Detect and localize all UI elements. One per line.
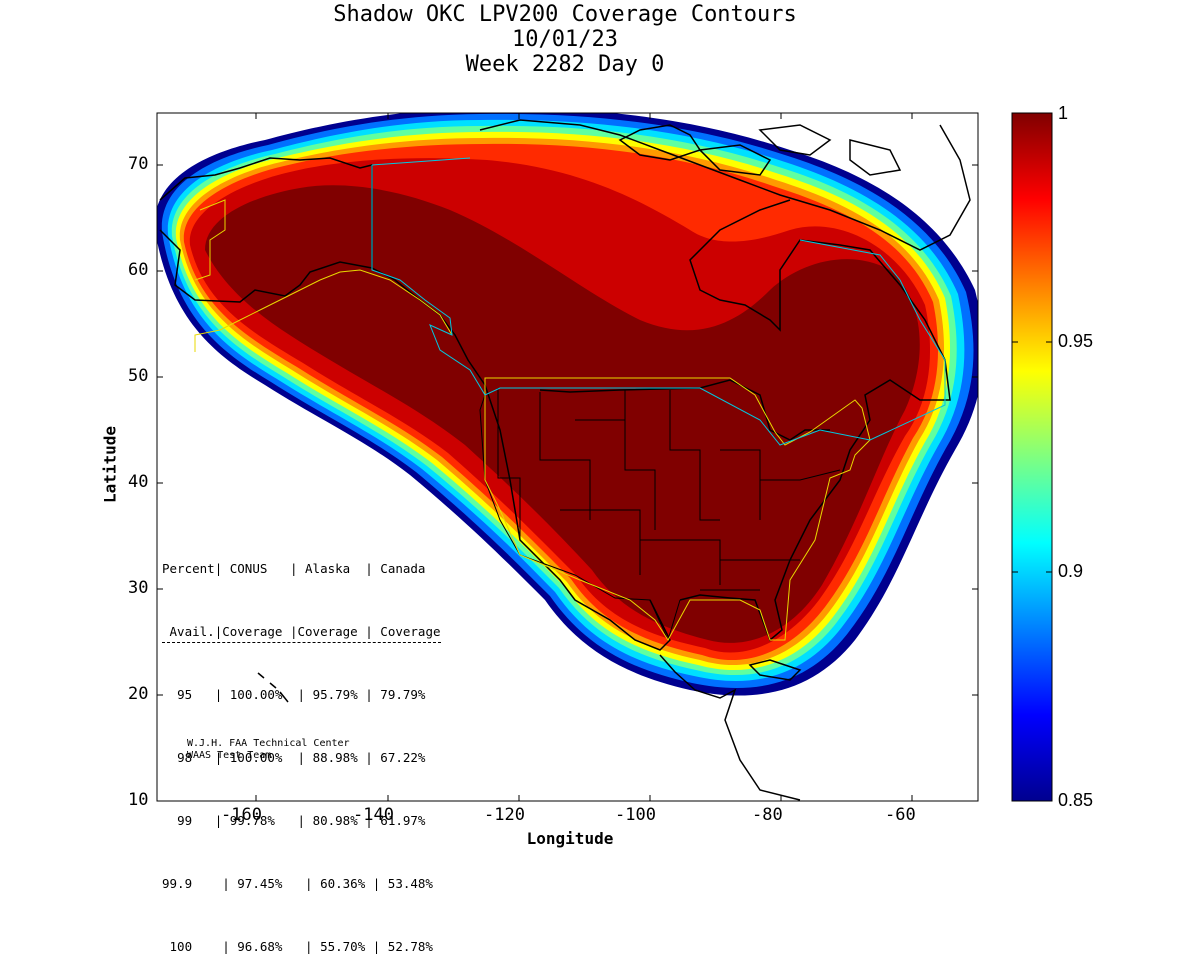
x-tick-label: -160	[221, 805, 262, 825]
header-cell: Canada	[380, 561, 426, 576]
header-cell: Avail.	[169, 624, 215, 639]
x-tick-label: -80	[752, 805, 783, 825]
x-axis-label: Longitude	[526, 829, 614, 848]
coverage-contours	[157, 113, 978, 801]
table-row: 100 | 96.68% | 55.70% | 52.78%	[169, 939, 433, 954]
y-axis-label: Latitude	[100, 425, 120, 504]
axis-ticks	[157, 113, 978, 802]
y-tick-label: 10	[128, 790, 149, 810]
plot-frame	[156, 112, 979, 802]
colorbar-label: 0.95	[1058, 331, 1094, 351]
header-cell: Percent	[162, 561, 215, 576]
coverage-map	[156, 112, 1053, 802]
x-tick-label: -140	[353, 805, 394, 825]
table-row: 95 | 100.00% | 95.79% | 79.79%	[177, 687, 426, 702]
colorbar-label-max: 1	[1058, 103, 1069, 123]
y-tick-label: 70	[128, 154, 149, 174]
coastlines	[159, 119, 971, 801]
chart-date: 10/01/23	[512, 27, 618, 52]
alaska-conus-outline	[194, 199, 871, 641]
header-cell: Alaska	[305, 561, 351, 576]
table-header-row: Avail.|Coverage |Coverage | Coverage	[162, 621, 441, 643]
y-tick-label: 30	[128, 578, 149, 598]
y-tick-label: 50	[128, 366, 149, 386]
header-cell: Coverage	[222, 624, 283, 639]
table-row: 99.9 | 97.45% | 60.36% | 53.48%	[162, 876, 433, 891]
table-row: 98 | 100.00% | 88.98% | 67.22%	[177, 750, 426, 765]
x-tick-label: -60	[885, 805, 916, 825]
header-cell: Coverage	[380, 624, 441, 639]
colorbar-label: 0.9	[1058, 561, 1084, 581]
table-row: 99 | 99.78% | 80.98% | 61.97%	[177, 813, 426, 828]
table-header-row: Percent| CONUS | Alaska | Canada	[162, 561, 426, 576]
colorbar-ticks	[1012, 341, 1052, 573]
credit-line: WAAS Test Team	[187, 750, 272, 761]
y-tick-label: 60	[128, 260, 149, 280]
x-tick-label: -120	[484, 805, 525, 825]
chart-week-day: Week 2282 Day 0	[465, 52, 665, 77]
credit-text: W.J.H. FAA Technical Center WAAS Test Te…	[187, 738, 350, 762]
header-cell: Coverage	[297, 624, 358, 639]
x-tick-label: -100	[615, 805, 656, 825]
y-tick-label: 40	[128, 472, 149, 492]
chart-title: Shadow OKC LPV200 Coverage Contours	[333, 2, 797, 27]
canada-outline	[371, 157, 946, 446]
credit-line: W.J.H. FAA Technical Center	[187, 738, 350, 749]
colorbar	[1011, 112, 1053, 802]
header-cell: CONUS	[229, 561, 268, 576]
y-tick-label: 20	[128, 684, 149, 704]
contour-band-100	[205, 185, 920, 643]
colorbar-label-min: 0.85	[1058, 790, 1094, 810]
